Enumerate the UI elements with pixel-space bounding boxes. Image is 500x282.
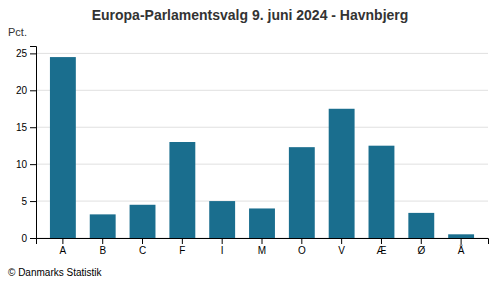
tick-mark xyxy=(421,238,422,244)
tick: Ø xyxy=(417,238,425,256)
tick: O xyxy=(298,238,306,256)
tick: C xyxy=(139,238,146,256)
tick-mark xyxy=(461,238,462,244)
grid-line xyxy=(36,201,488,202)
tick: 15 xyxy=(16,122,36,133)
tick-mark xyxy=(30,53,36,54)
tick-label: 15 xyxy=(16,122,28,133)
tick-mark xyxy=(262,238,263,244)
tick-mark xyxy=(30,90,36,91)
axis-line xyxy=(37,239,489,245)
grid-line xyxy=(36,53,488,54)
tick-mark xyxy=(30,238,36,239)
tick-mark xyxy=(30,127,36,128)
tick-label: I xyxy=(221,245,224,256)
tick-label: M xyxy=(258,245,266,256)
tick: Å xyxy=(458,238,465,256)
x-axis: ABCFIMOVÆØÅ xyxy=(37,238,489,256)
tick-label: C xyxy=(139,245,146,256)
tick-label: Ø xyxy=(417,245,425,256)
bar xyxy=(169,142,195,238)
tick-label: A xyxy=(60,245,67,256)
tick: A xyxy=(60,238,67,256)
tick-mark xyxy=(62,238,63,244)
tick: 0 xyxy=(21,233,36,244)
tick: F xyxy=(179,238,185,256)
bar xyxy=(90,214,116,238)
bar xyxy=(289,147,315,238)
tick-label: Å xyxy=(458,244,465,256)
tick-label: B xyxy=(99,245,106,256)
axis-line xyxy=(30,47,37,239)
tick-mark xyxy=(301,238,302,244)
tick-mark xyxy=(381,238,382,244)
bar xyxy=(249,208,275,238)
y-label: Pct. xyxy=(8,26,27,38)
tick-label: 0 xyxy=(21,233,27,244)
tick-label: 5 xyxy=(21,196,27,207)
tick-mark xyxy=(30,201,36,202)
tick-label: 20 xyxy=(16,85,28,96)
grid-line xyxy=(36,127,488,128)
tick-label: V xyxy=(338,245,345,256)
plot-area xyxy=(50,57,474,238)
tick: I xyxy=(221,238,224,256)
bar xyxy=(329,109,355,238)
bar xyxy=(408,213,434,238)
bar xyxy=(130,205,156,238)
tick-mark xyxy=(142,238,143,244)
bar xyxy=(209,201,235,238)
tick-mark xyxy=(341,238,342,244)
tick: B xyxy=(99,238,106,256)
bar xyxy=(369,146,395,238)
bar xyxy=(448,234,474,238)
tick-mark xyxy=(182,238,183,244)
grid xyxy=(36,53,488,238)
grid-line xyxy=(36,164,488,165)
tick: M xyxy=(258,238,266,256)
grid-line xyxy=(36,90,488,91)
y-axis: 0 5 10 15 20 25 xyxy=(16,47,37,244)
title: Europa-Parlamentsvalg 9. juni 2024 - Hav… xyxy=(92,7,409,23)
tick: Æ xyxy=(376,238,386,256)
footer: © Danmarks Statistik xyxy=(8,267,103,278)
tick-mark xyxy=(102,238,103,244)
tick-label: O xyxy=(298,245,306,256)
tick-label: 10 xyxy=(16,159,28,170)
tick-mark xyxy=(222,238,223,244)
tick: 20 xyxy=(16,85,36,96)
tick-label: Æ xyxy=(376,245,386,256)
tick-label: 25 xyxy=(16,48,28,59)
tick: 5 xyxy=(21,196,36,207)
bar xyxy=(50,57,76,238)
tick-label: F xyxy=(179,245,185,256)
tick: 10 xyxy=(16,159,36,170)
tick: 25 xyxy=(16,48,36,59)
tick-mark xyxy=(30,164,36,165)
chart: 0 5 10 15 20 25 A B C F I M O V Æ Ø Å Europa-Parlamentsva… xyxy=(0,0,500,282)
tick: V xyxy=(338,238,345,256)
